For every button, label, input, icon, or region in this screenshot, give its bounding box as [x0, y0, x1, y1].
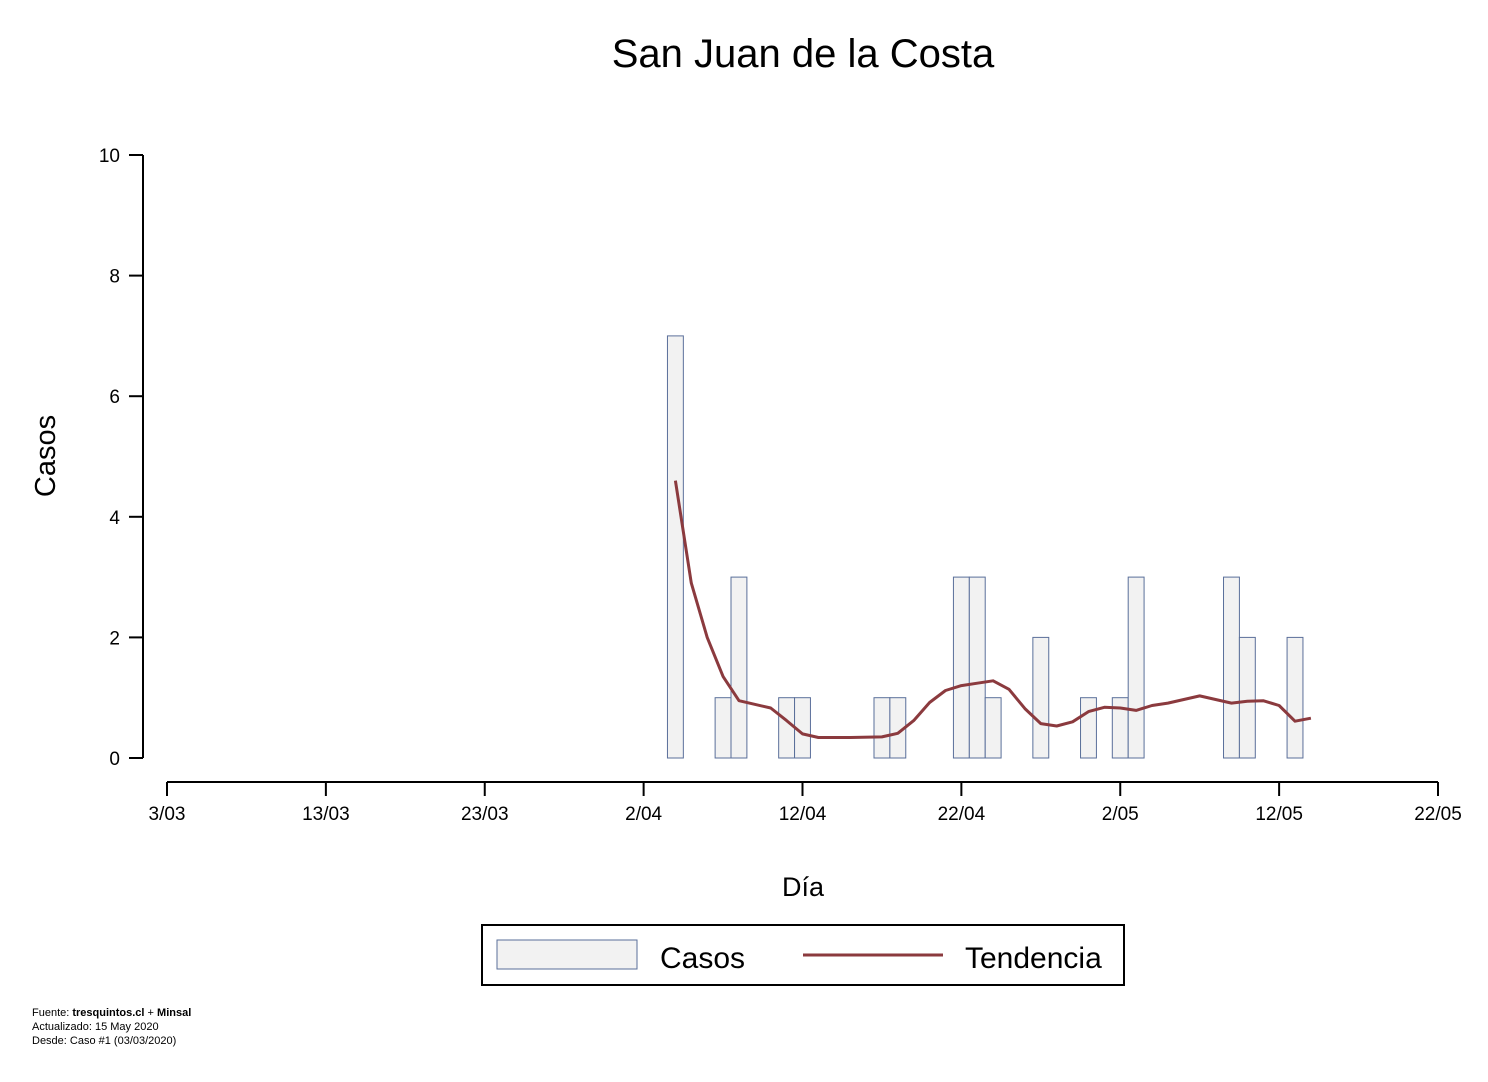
bar: [984, 697, 1002, 759]
bar: [873, 697, 891, 759]
x-tick-label: 22/04: [938, 804, 986, 825]
x-tick-label: 12/05: [1255, 804, 1303, 825]
footer-updated: Actualizado: 15 May 2020: [32, 1021, 159, 1033]
source-site: tresquintos.cl: [72, 1007, 145, 1019]
y-tick-label: 2: [109, 628, 120, 649]
trend-line: [673, 480, 1312, 739]
x-tick-label: 3/03: [149, 804, 186, 825]
line-series-tendencia: [673, 480, 1312, 739]
x-tick-label: 13/03: [302, 804, 350, 825]
bar: [1238, 636, 1256, 759]
legend-label-tendencia: Tendencia: [965, 942, 1102, 975]
x-tick-label: 12/04: [779, 804, 827, 825]
bar-series-casos: [666, 335, 1304, 759]
bar: [1032, 636, 1050, 759]
x-tick-label: 2/05: [1102, 804, 1139, 825]
legend: Casos Tendencia: [481, 924, 1125, 986]
source-org: Minsal: [157, 1007, 192, 1019]
y-tick-label: 6: [109, 387, 120, 408]
footer-since: Desde: Caso #1 (03/03/2020): [32, 1035, 177, 1047]
bar: [714, 697, 732, 759]
x-tick-label: 2/04: [625, 804, 662, 825]
legend-label-casos: Casos: [660, 942, 745, 975]
bar: [730, 576, 748, 759]
x-tick-label: 22/05: [1414, 804, 1462, 825]
y-tick-label: 8: [109, 267, 120, 288]
bar: [666, 335, 684, 759]
bar: [952, 576, 970, 759]
y-axis-label: Casos: [30, 415, 62, 497]
x-axis: 3/03 13/03 23/03 2/04 12/04 22/04 2/05 12/05 22/…: [149, 781, 1462, 825]
legend-swatch-casos: [496, 939, 638, 970]
bar: [1286, 636, 1304, 759]
bar: [968, 576, 986, 759]
bar: [1127, 576, 1145, 759]
y-tick-label: 0: [109, 749, 120, 770]
x-axis-label: Día: [782, 872, 825, 902]
bar: [778, 697, 796, 759]
footer-source: Fuente: tresquintos.cl + Minsal: [32, 1007, 192, 1019]
y-axis: 0 2 4 6 8 10: [99, 146, 144, 770]
footer: Fuente: tresquintos.cl + Minsal Actualiz…: [32, 1006, 191, 1048]
y-tick-label: 10: [99, 146, 120, 167]
y-tick-label: 4: [109, 508, 120, 529]
chart-title: San Juan de la Costa: [612, 32, 995, 76]
x-tick-label: 23/03: [461, 804, 509, 825]
bar: [1080, 697, 1097, 759]
bar: [1223, 576, 1240, 759]
